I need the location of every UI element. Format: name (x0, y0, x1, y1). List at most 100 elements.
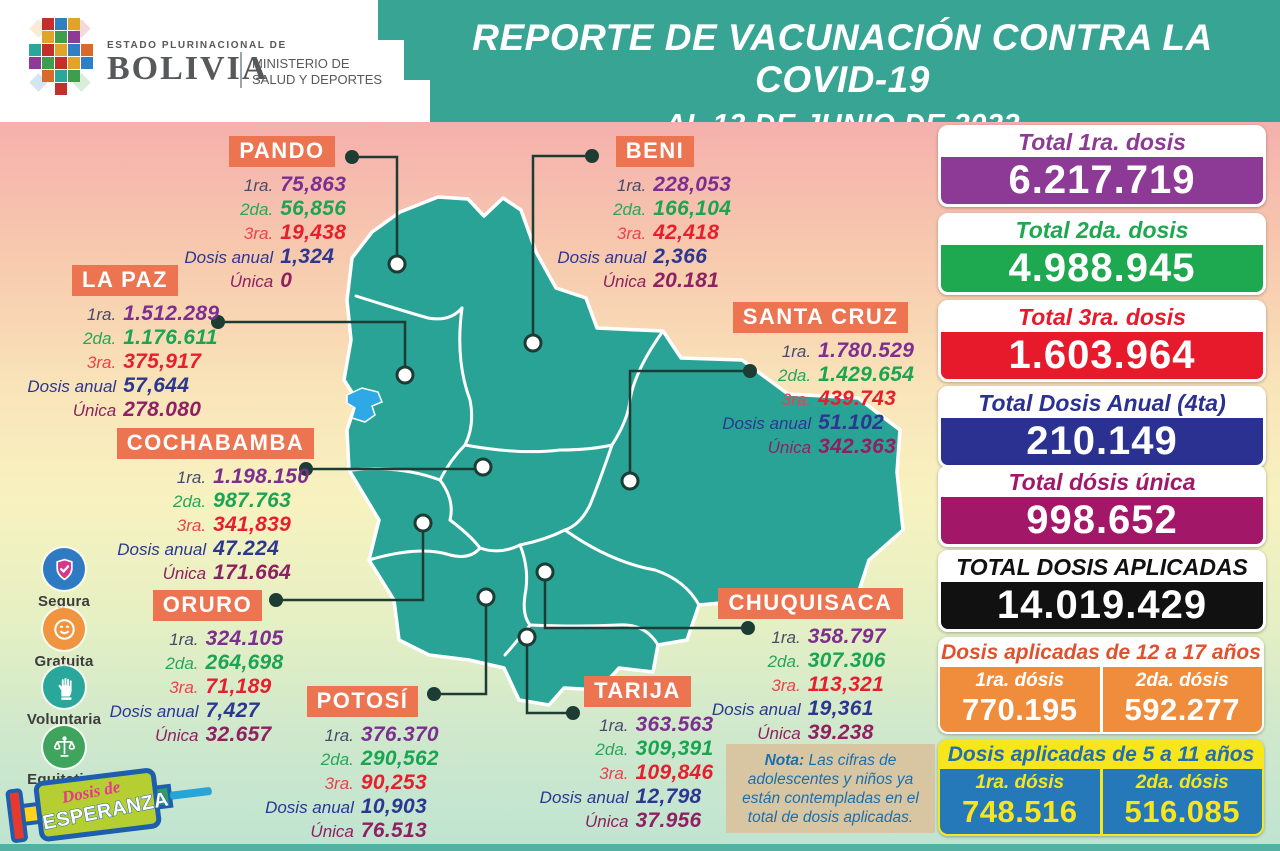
connector-lines (218, 154, 750, 715)
dose-value: 51.102 (818, 411, 885, 434)
age-card-cells: 1ra. dósis 770.195 2da. dósis 592.277 (940, 667, 1262, 732)
lake-titicaca (346, 387, 383, 423)
age-card-title: Dosis aplicadas de 12 a 17 años (940, 639, 1262, 667)
dose-label: 1ra. (771, 628, 801, 647)
dose-row: Dosis anual 57,644 (15, 374, 235, 398)
dose-label: 1ra. (169, 630, 199, 649)
dose-value: 1.198.150 (213, 465, 310, 488)
dose-row: 1ra. 363.563 (525, 713, 750, 737)
dose-label: Única (72, 401, 117, 420)
report-title: REPORTE DE VACUNACIÓN CONTRA LA COVID-19 (472, 17, 1213, 100)
dept-badge: CHUQUISACA (718, 588, 903, 619)
callout-dot-santa-cruz (743, 364, 757, 378)
dose-label: 2da. (613, 200, 647, 219)
dose-value: 358.797 (807, 625, 886, 648)
dose-value: 363.563 (635, 713, 714, 736)
dose-rows: 1ra. 75,863 2da. 56,856 3ra. 19,438 Dosis a… (172, 173, 392, 293)
dose-value: 19,361 (807, 697, 874, 720)
dose-label: 3ra. (86, 353, 117, 372)
connector-santa-cruz (628, 369, 750, 481)
dose-row: 3ra. 341,839 (98, 513, 333, 537)
dose-row: 2da. 290,562 (255, 747, 470, 771)
dose-label: 2da. (595, 740, 629, 759)
age-card-cells: 1ra. dósis 748.516 2da. dósis 516.085 (940, 769, 1262, 834)
total-card-title: Total 3ra. dosis (941, 303, 1263, 332)
dose-value: 264,698 (205, 651, 284, 674)
dose-value: 375,917 (123, 350, 202, 373)
dose-row: Única 342.363 (703, 435, 938, 459)
dept-badge: BENI (615, 136, 695, 167)
dept-tarija: TARIJA 1ra. 363.563 2da. 309,391 3ra. 109,8… (525, 676, 750, 833)
map-marker-tarija (517, 627, 537, 647)
dose-label: 2da. (240, 200, 274, 219)
dose-value: 71,189 (205, 675, 272, 698)
header-divider (240, 52, 242, 88)
callout-dot-chuquisaca (741, 621, 755, 635)
dose-label: 3ra. (781, 390, 812, 409)
dose-label: 1ra. (616, 176, 647, 195)
dose-row: 2da. 1.176.611 (15, 326, 235, 350)
principle-label: Segura (37, 593, 91, 610)
age-card-12-17: Dosis aplicadas de 12 a 17 años 1ra. dós… (938, 637, 1264, 734)
map-marker-chuquisaca (535, 562, 555, 582)
dept-santa-cruz: SANTA CRUZ 1ra. 1.780.529 2da. 1.429.654 3… (703, 302, 938, 459)
dept-badge: COCHABAMBA (116, 428, 315, 459)
dose-value: 7,427 (205, 699, 260, 722)
dept-potosi: POTOSÍ 1ra. 376.370 2da. 290,562 3ra. 90,25… (255, 686, 470, 843)
total-card-title: TOTAL DOSIS APLICADAS (941, 553, 1263, 582)
bottom-strip (0, 844, 1280, 851)
age-card-title: Dosis aplicadas de 5 a 11 años (940, 741, 1262, 769)
dose-label: 2da. (778, 366, 812, 385)
smiley-icon (43, 608, 85, 650)
dose-label: 1ra. (781, 342, 812, 361)
dose-row: 3ra. 109,846 (525, 761, 750, 785)
dept-badge: PANDO (229, 136, 335, 167)
dose-label: 2da. (83, 329, 117, 348)
dose-label: 3ra. (324, 774, 354, 793)
connector-oruro (276, 523, 425, 602)
dose-row: 3ra. 375,917 (15, 350, 235, 374)
connector-pando (352, 155, 399, 264)
dose-rows: 1ra. 228,053 2da. 166,104 3ra. 42,418 Dosis… (545, 173, 765, 293)
dose-value: 39.238 (807, 721, 874, 744)
dose-label: Dosis anual (109, 702, 199, 721)
dose-value: 309,391 (635, 737, 714, 760)
dose-row: 3ra. 90,253 (255, 771, 470, 795)
age-dose-value: 770.195 (961, 692, 1078, 727)
dose-value: 290,562 (360, 747, 439, 770)
dose-value: 32.657 (205, 723, 272, 746)
dose-value: 307.306 (807, 649, 886, 672)
dose-row: Dosis anual 10,903 (255, 795, 470, 819)
map-marker-santa-cruz (620, 471, 640, 491)
principle-segura: Segura (18, 548, 110, 610)
dose-value: 171.664 (213, 561, 292, 584)
dose-label: Única (229, 272, 274, 291)
age-dose1-cell: 1ra. dósis 748.516 (940, 769, 1100, 834)
age-dose2-cell: 2da. dósis 592.277 (1102, 667, 1262, 732)
dose-value: 228,053 (653, 173, 732, 196)
callout-dot-beni (585, 149, 599, 163)
age-dose-label: 1ra. dósis (975, 772, 1065, 793)
total-card-value: 998.652 (941, 497, 1263, 544)
dose-value: 37.956 (635, 809, 702, 832)
dose-value: 987.763 (213, 489, 292, 512)
dose-row: 1ra. 376.370 (255, 723, 470, 747)
total-card-value: 210.149 (941, 418, 1263, 465)
dose-row: 1ra. 1.780.529 (703, 339, 938, 363)
total-card-aplicadas: TOTAL DOSIS APLICADAS 14.019.429 (938, 550, 1266, 632)
dose-label: Dosis anual (539, 788, 629, 807)
bolivia-coat-logo (29, 18, 93, 95)
dept-oruro: ORURO 1ra. 324.105 2da. 264,698 3ra. 71,189… (95, 590, 320, 747)
dose-label: Dosis anual (711, 700, 801, 719)
dose-row: 2da. 166,104 (545, 197, 765, 221)
dept-la-paz: LA PAZ 1ra. 1.512.289 2da. 1.176.611 3ra. 3… (15, 265, 235, 422)
syringe-needle (169, 787, 212, 800)
dose-rows: 1ra. 376.370 2da. 290,562 3ra. 90,253 Dosis… (255, 723, 470, 843)
dose-row: 1ra. 228,053 (545, 173, 765, 197)
dose-value: 57,644 (123, 374, 190, 397)
dose-value: 42,418 (653, 221, 720, 244)
map-marker-cochabamba (473, 457, 493, 477)
dose-value: 341,839 (213, 513, 292, 536)
logo-plate: ESTADO PLURINACIONAL DE BOLIVIA MINISTER… (0, 0, 430, 122)
dose-label: 3ra. (599, 764, 629, 783)
